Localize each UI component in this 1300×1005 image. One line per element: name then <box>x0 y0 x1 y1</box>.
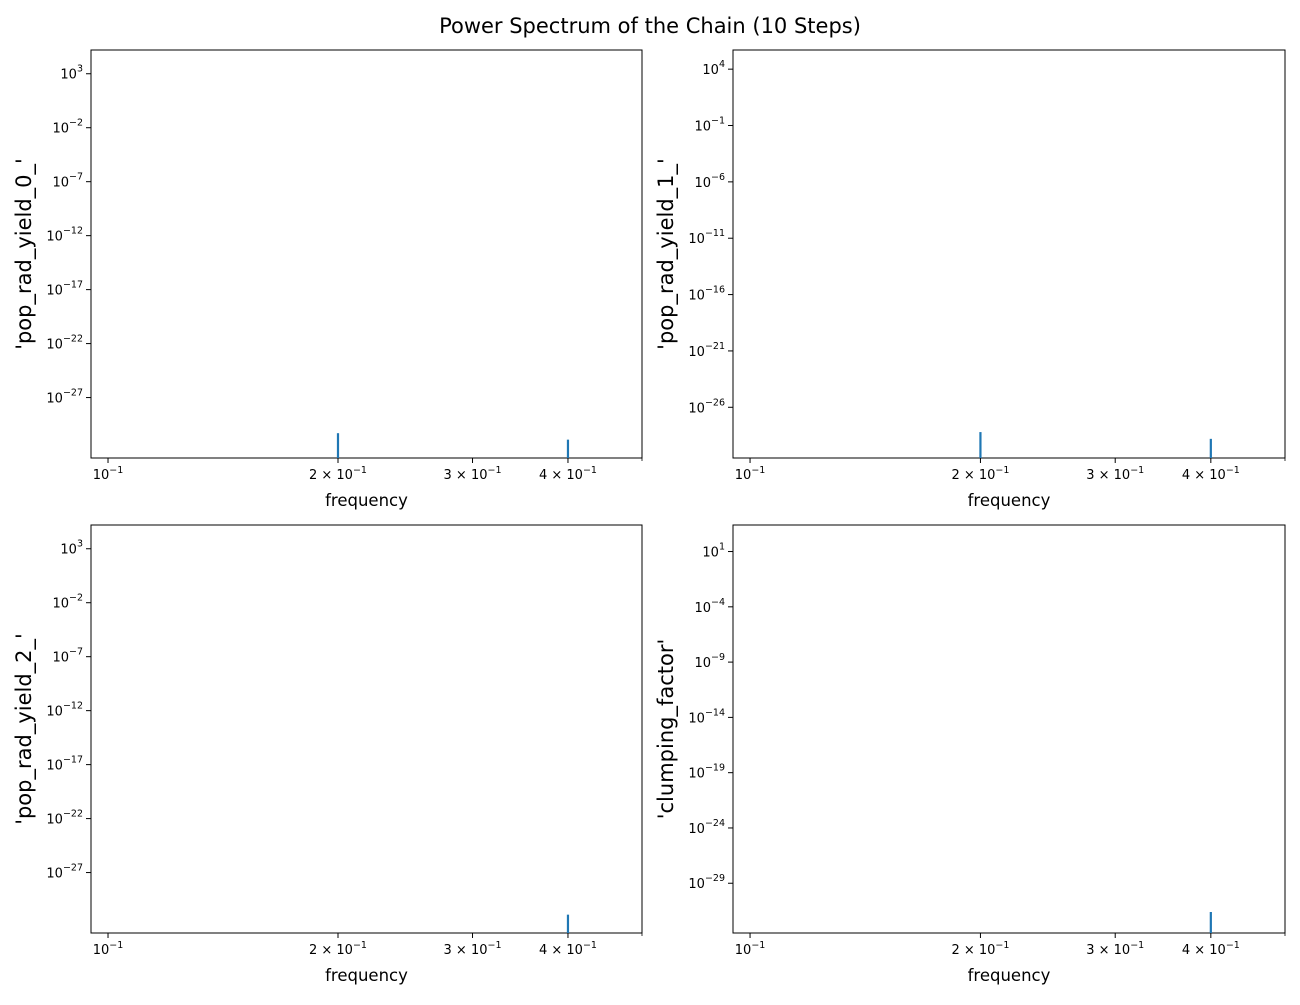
y-tick-label-0: 103 <box>60 64 83 83</box>
x-tick-label-1: 2 × 10−1 <box>951 465 1009 483</box>
x-axis-label: frequency <box>325 491 408 510</box>
x-axis-label: frequency <box>968 491 1051 510</box>
y-tick-label-6: 10−29 <box>688 873 725 892</box>
x-tick-label-3: 4 × 10−1 <box>539 465 597 483</box>
subplot-2: 10−1 2 × 10−1 3 × 10−1 4 × 10−1 103 10−2 10−7 1… <box>12 524 643 985</box>
y-tick-label-3: 10−11 <box>688 228 725 247</box>
x-axis-label: frequency <box>325 966 408 985</box>
x-tick-label-1: 2 × 10−1 <box>309 940 367 958</box>
y-tick-label-0: 104 <box>702 59 725 78</box>
x-tick-label-0: 10−1 <box>735 465 766 483</box>
subplot-0: 10−1 2 × 10−1 3 × 10−1 4 × 10−1 103 10−2 10−7 1… <box>12 49 643 510</box>
y-tick-label-3: 10−12 <box>46 226 83 245</box>
axes-frame <box>90 524 643 934</box>
x-tick-label-3: 4 × 10−1 <box>1182 940 1240 958</box>
y-tick-label-2: 10−6 <box>694 172 725 191</box>
x-tick-label-3: 4 × 10−1 <box>539 940 597 958</box>
y-tick-label-6: 10−27 <box>46 863 83 882</box>
x-tick-label-1: 2 × 10−1 <box>951 940 1009 958</box>
y-tick-label-5: 10−21 <box>688 341 725 360</box>
x-tick-label-2: 3 × 10−1 <box>444 465 502 483</box>
axes-frame <box>90 49 643 459</box>
y-tick-label-5: 10−22 <box>46 809 83 828</box>
y-tick-label-1: 10−2 <box>52 118 83 137</box>
y-tick-label-4: 10−16 <box>688 285 725 304</box>
axes-frame <box>732 524 1286 934</box>
x-tick-label-0: 10−1 <box>735 940 766 958</box>
y-axis-label: 'pop_rad_yield_1_' <box>654 158 679 350</box>
subplot-3: 10−1 2 × 10−1 3 × 10−1 4 × 10−1 101 10−4 10−9 1… <box>654 524 1286 985</box>
y-tick-label-1: 10−2 <box>52 593 83 612</box>
x-tick-label-2: 3 × 10−1 <box>1086 465 1144 483</box>
y-axis-label: 'pop_rad_yield_0_' <box>12 158 37 350</box>
x-tick-label-2: 3 × 10−1 <box>1086 940 1144 958</box>
y-tick-label-1: 10−1 <box>694 116 725 135</box>
y-tick-label-5: 10−22 <box>46 334 83 353</box>
y-tick-label-3: 10−12 <box>46 701 83 720</box>
y-axis-label: 'pop_rad_yield_2_' <box>12 633 37 825</box>
y-tick-label-2: 10−9 <box>694 652 725 671</box>
x-tick-label-0: 10−1 <box>93 940 124 958</box>
y-tick-label-2: 10−7 <box>52 647 83 666</box>
y-tick-label-5: 10−24 <box>688 818 725 837</box>
y-tick-label-6: 10−26 <box>688 397 725 416</box>
x-axis-label: frequency <box>968 966 1051 985</box>
figure-title: Power Spectrum of the Chain (10 Steps) <box>439 14 861 38</box>
x-tick-label-1: 2 × 10−1 <box>309 465 367 483</box>
x-tick-label-0: 10−1 <box>93 465 124 483</box>
y-tick-label-2: 10−7 <box>52 172 83 191</box>
y-tick-label-6: 10−27 <box>46 388 83 407</box>
y-tick-label-4: 10−19 <box>688 763 725 782</box>
subplot-1: 10−1 2 × 10−1 3 × 10−1 4 × 10−1 104 10−1 10−6 1… <box>654 49 1286 510</box>
y-tick-label-4: 10−17 <box>46 280 83 299</box>
y-tick-label-1: 10−4 <box>694 597 725 616</box>
y-tick-label-3: 10−14 <box>688 707 725 726</box>
x-tick-label-3: 4 × 10−1 <box>1182 465 1240 483</box>
y-tick-label-0: 101 <box>702 542 725 561</box>
y-axis-label: 'clumping_factor' <box>654 639 679 820</box>
x-tick-label-2: 3 × 10−1 <box>444 940 502 958</box>
y-tick-label-4: 10−17 <box>46 755 83 774</box>
y-tick-label-0: 103 <box>60 539 83 558</box>
axes-frame <box>732 49 1286 459</box>
